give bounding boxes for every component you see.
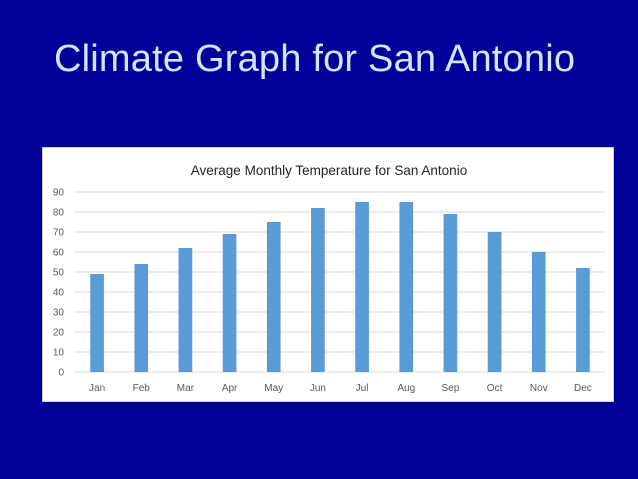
y-tick-label: 90 [53, 188, 65, 199]
x-tick-label: Jul [356, 383, 369, 394]
bar-mar [178, 248, 193, 372]
bar-jan [90, 274, 104, 372]
x-axis-ticks: Jan Feb Mar Apr May Jun Jul Aug Sep Oct Nov Dec [89, 383, 592, 394]
y-tick-label: 50 [53, 268, 65, 279]
y-tick-label: 10 [53, 348, 65, 359]
y-tick-label: 30 [53, 308, 65, 319]
slide-title: Climate Graph for San Antonio [54, 38, 576, 80]
bar-jul [355, 202, 369, 372]
gridlines [75, 191, 605, 373]
x-tick-label: Sep [442, 383, 460, 394]
x-tick-label: May [264, 383, 283, 394]
bar-oct [487, 232, 502, 372]
bar-may [266, 222, 281, 372]
y-tick-label: 40 [53, 288, 65, 299]
x-tick-label: Feb [133, 383, 151, 394]
y-axis-ticks: 0 10 20 30 40 50 60 70 80 90 [53, 188, 65, 379]
bar-apr [222, 234, 237, 372]
x-tick-label: Jan [89, 383, 105, 394]
x-tick-label: Nov [530, 383, 548, 394]
bar-aug [399, 202, 414, 372]
x-tick-label: Oct [487, 383, 503, 394]
bar-chart: Average Monthly Temperature for San Anto… [53, 163, 605, 394]
chart-title: Average Monthly Temperature for San Anto… [191, 163, 467, 178]
y-tick-label: 70 [53, 228, 65, 239]
bar-jun [311, 208, 325, 372]
bars [90, 202, 590, 372]
bar-sep [443, 214, 458, 372]
y-tick-label: 80 [53, 208, 65, 219]
y-tick-label: 0 [58, 368, 64, 379]
x-tick-label: Mar [177, 383, 195, 394]
chart-panel: Average Monthly Temperature for San Anto… [42, 147, 614, 402]
x-tick-label: Apr [222, 383, 238, 394]
bar-nov [531, 252, 546, 372]
x-tick-label: Aug [397, 383, 415, 394]
x-tick-label: Dec [574, 383, 592, 394]
x-tick-label: Jun [310, 383, 326, 394]
y-tick-label: 60 [53, 248, 65, 259]
bar-dec [576, 268, 590, 372]
bar-feb [134, 264, 149, 372]
y-tick-label: 20 [53, 328, 65, 339]
